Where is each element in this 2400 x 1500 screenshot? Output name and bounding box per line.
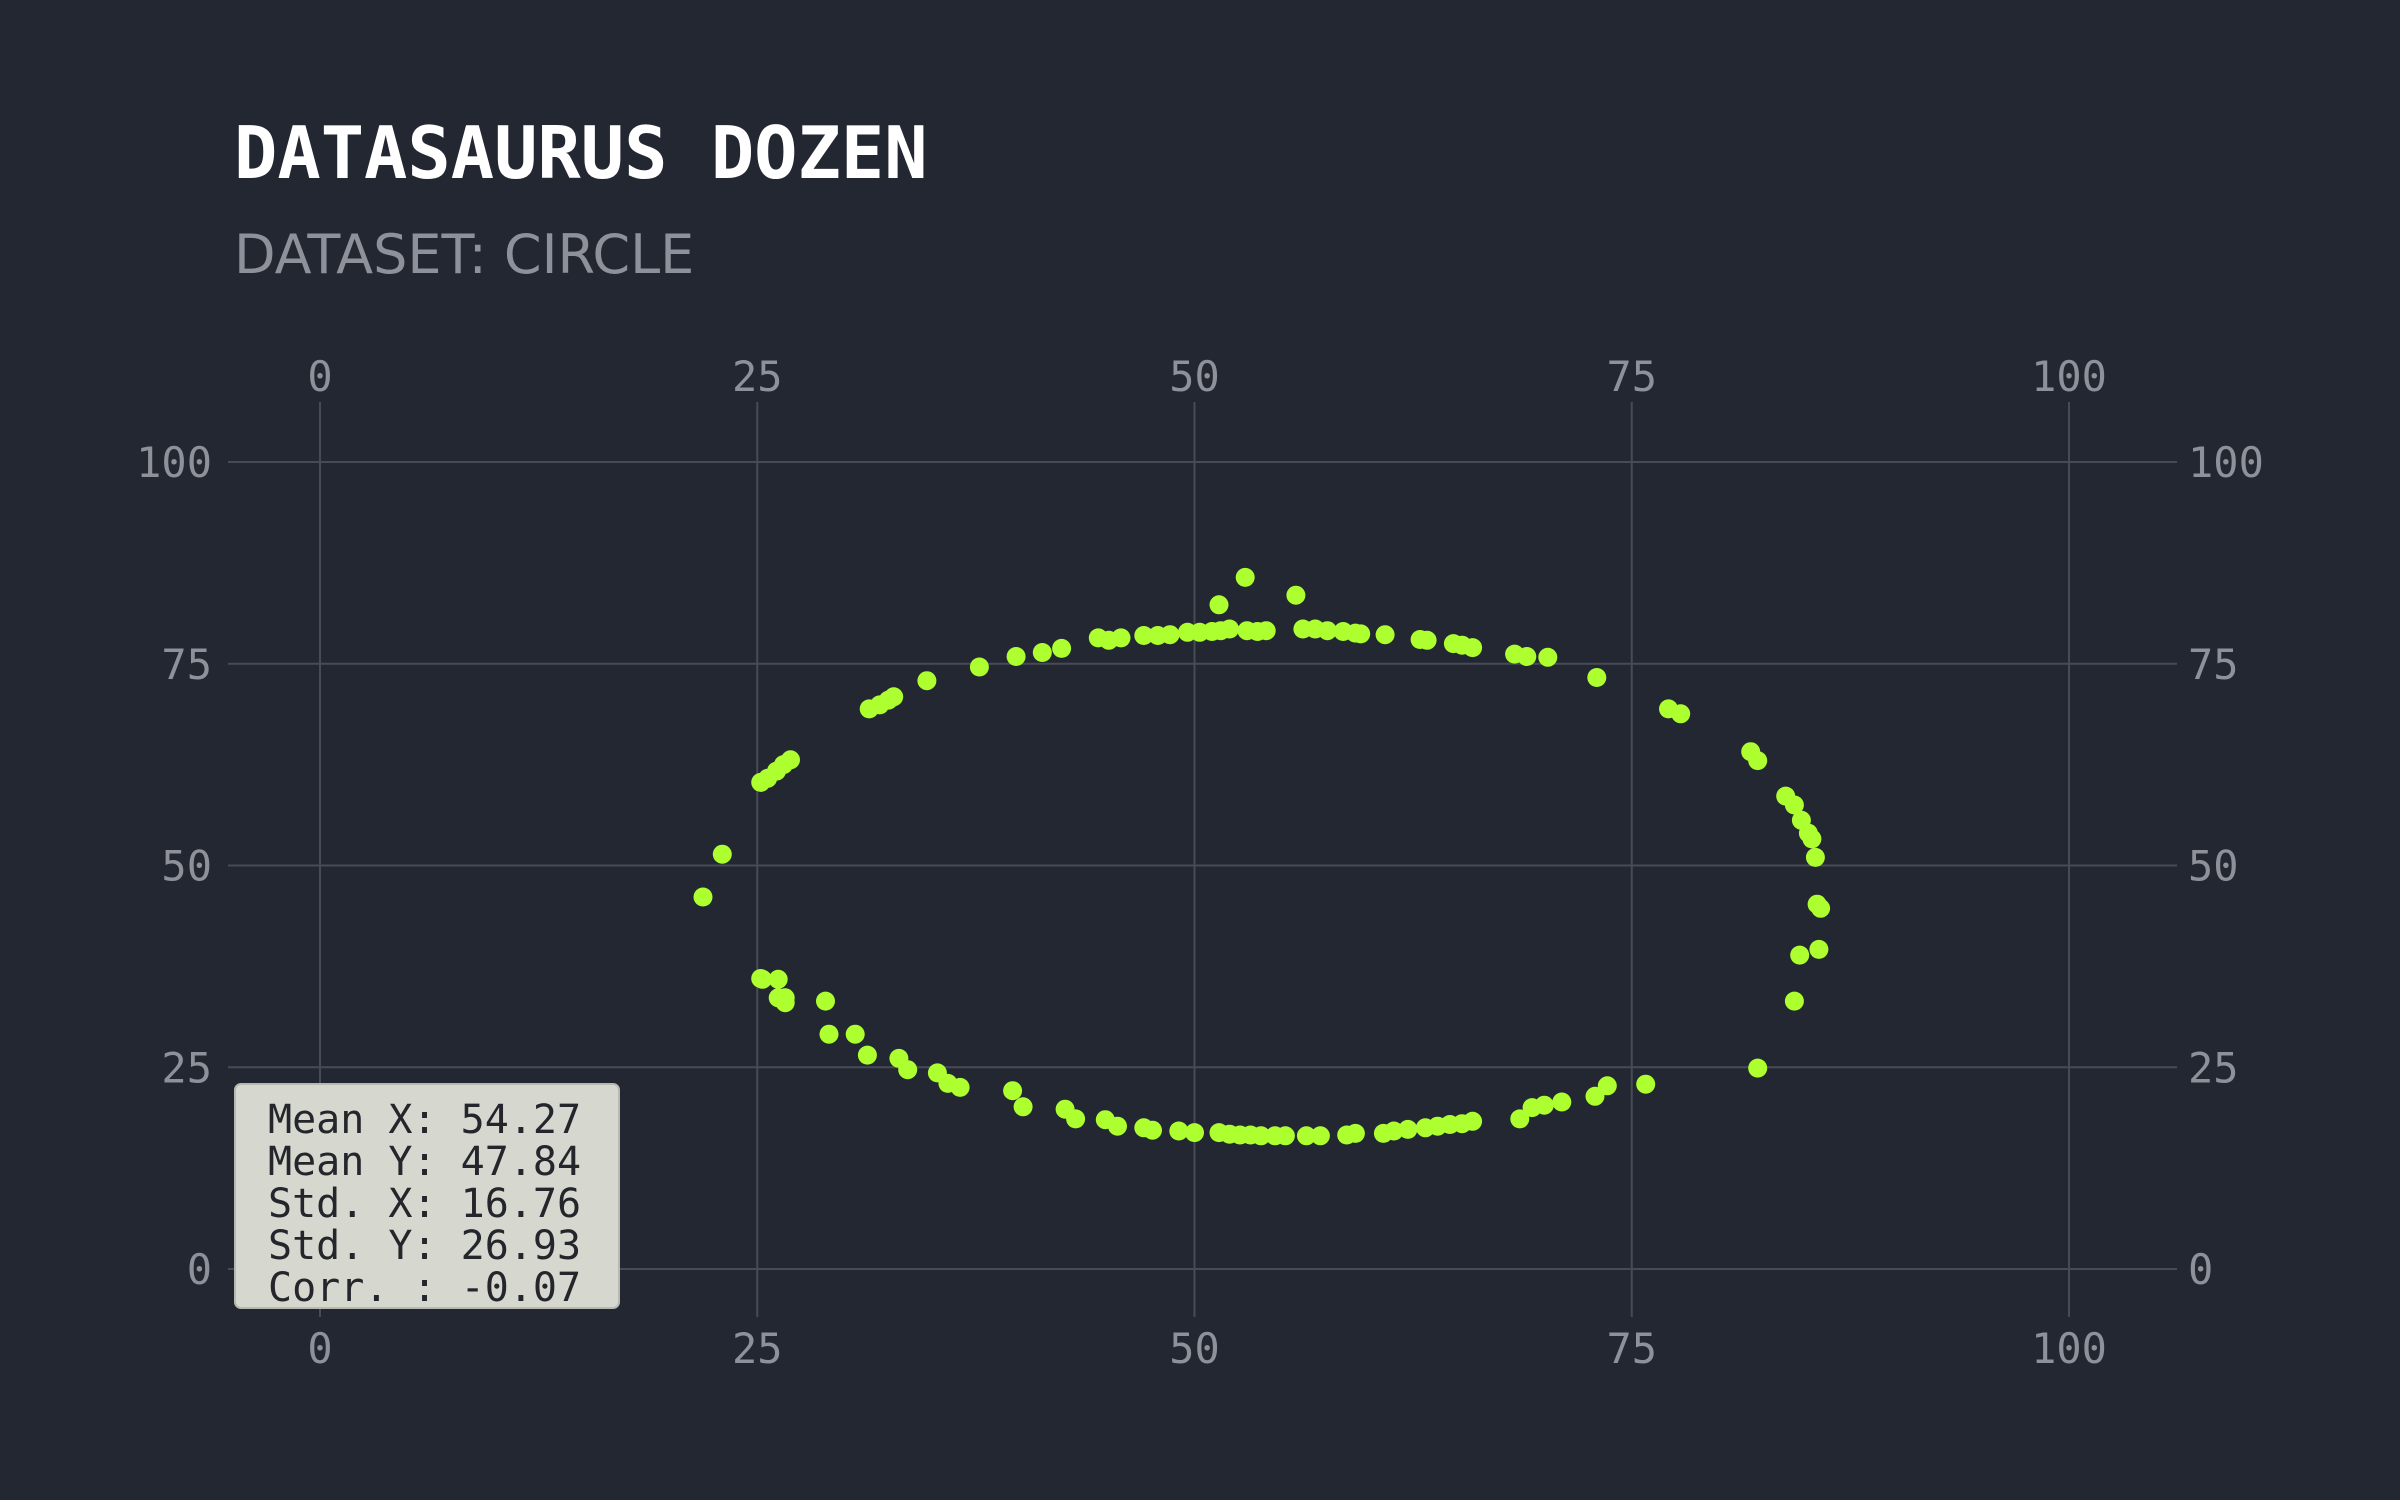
stats-corr: Corr. : -0.07	[268, 1265, 581, 1311]
x-tick-label-top: 75	[1606, 352, 1657, 401]
data-point	[1811, 898, 1831, 918]
x-tick-label-bottom: 75	[1606, 1324, 1657, 1373]
x-tick-label-top: 0	[307, 352, 332, 401]
data-point	[1587, 668, 1607, 687]
data-point	[1809, 939, 1829, 959]
data-point	[1522, 1098, 1542, 1118]
data-point	[1636, 1074, 1656, 1094]
stats-mean-y: Mean Y: 47.84	[268, 1139, 581, 1185]
grid-lines	[228, 402, 2177, 1317]
data-point	[1398, 1119, 1418, 1139]
data-point	[1296, 1126, 1316, 1146]
stats-std-x: Std. X: 16.76	[268, 1181, 581, 1227]
stats-std-y: Std. Y: 26.93	[268, 1223, 581, 1269]
data-point	[1671, 704, 1691, 724]
x-tick-label-bottom: 50	[1169, 1324, 1220, 1373]
data-point	[1463, 638, 1483, 658]
data-point	[1169, 1121, 1189, 1141]
data-point	[1055, 1099, 1075, 1119]
data-point	[1310, 1126, 1330, 1146]
data-points	[693, 567, 1831, 1146]
data-point	[1790, 945, 1810, 965]
data-point	[1256, 621, 1276, 641]
data-point	[1235, 567, 1255, 587]
data-point	[1220, 619, 1239, 639]
data-point	[1006, 647, 1026, 666]
data-point	[693, 887, 713, 907]
data-point	[768, 969, 788, 989]
data-point	[1784, 991, 1804, 1011]
y-tick-label-left: 75	[161, 640, 212, 689]
data-point	[1003, 1081, 1023, 1101]
data-point	[1585, 1086, 1605, 1106]
data-point	[1032, 643, 1052, 662]
y-tick-label-left: 0	[187, 1245, 212, 1294]
data-point	[1375, 625, 1395, 645]
y-tick-label-left: 25	[161, 1043, 212, 1092]
data-point	[1209, 595, 1229, 615]
stats-mean-x: Mean X: 54.27	[268, 1097, 581, 1143]
data-point	[1111, 628, 1131, 648]
data-point	[1748, 1058, 1768, 1078]
x-tick-label-top: 50	[1169, 352, 1220, 401]
data-point	[1415, 1118, 1435, 1138]
x-tick-label-bottom: 25	[732, 1324, 783, 1373]
y-tick-label-right: 25	[2188, 1043, 2239, 1092]
chart-title: DATASAURUS DOZEN	[234, 111, 928, 195]
data-point	[751, 969, 771, 988]
data-point	[969, 657, 989, 677]
data-point	[1095, 1110, 1115, 1130]
data-point	[775, 988, 795, 1008]
data-point	[927, 1063, 947, 1083]
y-tick-label-right: 50	[2188, 842, 2239, 891]
data-point	[1748, 751, 1768, 771]
data-point	[1134, 626, 1154, 645]
data-point	[1351, 624, 1371, 644]
y-tick-label-right: 75	[2188, 640, 2239, 689]
x-tick-label-bottom: 100	[2031, 1324, 2107, 1373]
data-point	[1337, 1125, 1357, 1145]
chart-subtitle: DATASET: CIRCLE	[234, 223, 694, 286]
y-tick-label-right: 100	[2188, 438, 2264, 487]
data-point	[1805, 847, 1825, 867]
data-point	[1373, 1123, 1393, 1143]
data-point	[917, 671, 937, 691]
data-point	[712, 844, 732, 864]
data-point	[884, 687, 904, 707]
data-point	[889, 1048, 909, 1068]
data-point	[1160, 625, 1180, 645]
data-point	[1185, 1123, 1204, 1143]
data-point	[1052, 638, 1072, 658]
data-point	[1538, 647, 1558, 667]
x-tick-label-top: 25	[732, 352, 783, 401]
y-tick-label-left: 100	[136, 438, 212, 487]
data-point	[1209, 1123, 1229, 1143]
data-point	[1417, 630, 1437, 650]
y-tick-label-right: 0	[2188, 1245, 2213, 1294]
data-point	[781, 750, 800, 770]
data-point	[1013, 1097, 1033, 1117]
data-point	[845, 1024, 865, 1044]
data-point	[1510, 1109, 1530, 1129]
data-point	[816, 991, 835, 1011]
x-tick-label-top: 100	[2031, 352, 2107, 401]
data-point	[1286, 585, 1306, 605]
data-point	[1317, 621, 1337, 641]
data-point	[819, 1024, 839, 1044]
stats-box-background	[234, 1083, 620, 1309]
data-point	[857, 1045, 877, 1065]
tick-labels: 0 0 25 25 50 50 75 75 100 100 0 0 25 25 50 50 75 75 100 100	[136, 352, 2264, 1373]
y-tick-label-left: 50	[161, 842, 212, 891]
data-point	[1784, 795, 1804, 815]
data-point	[1802, 829, 1822, 849]
x-tick-label-bottom: 0	[307, 1324, 332, 1373]
data-point	[1552, 1092, 1572, 1112]
data-point	[1265, 1126, 1285, 1146]
summary-stats-box: Mean X: 54.27 Mean Y: 47.84 Std. X: 16.7…	[234, 1083, 620, 1311]
data-point	[1134, 1118, 1154, 1138]
data-point	[1517, 647, 1537, 666]
